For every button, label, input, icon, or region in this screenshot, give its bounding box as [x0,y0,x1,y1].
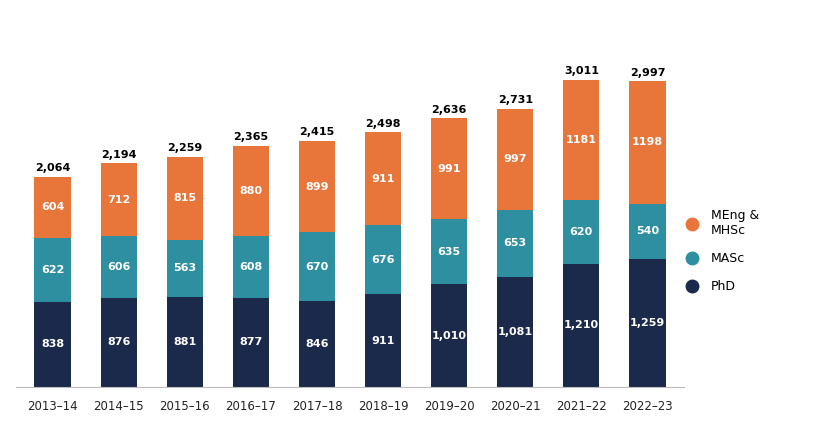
Text: 911: 911 [371,335,395,346]
Bar [365,294,401,387]
Bar [167,297,203,387]
Text: 997: 997 [504,154,527,164]
Text: 880: 880 [239,186,262,196]
Bar [299,301,335,387]
Bar [497,277,533,387]
Bar [34,238,71,301]
Bar [299,232,335,301]
Text: 2,498: 2,498 [365,119,400,129]
Bar [629,203,666,258]
Bar [497,210,533,277]
Text: 653: 653 [504,239,527,249]
Text: 1181: 1181 [566,135,597,145]
Text: 3,011: 3,011 [564,66,599,77]
Bar [233,146,269,236]
Text: 1198: 1198 [632,138,663,147]
Text: 1,081: 1,081 [497,327,533,337]
Text: 2,636: 2,636 [431,104,467,115]
Text: 563: 563 [173,264,196,273]
Text: 1,010: 1,010 [431,331,466,341]
Text: 2,365: 2,365 [234,132,269,142]
Text: 815: 815 [173,193,196,203]
Text: 670: 670 [305,261,329,272]
Text: 540: 540 [636,226,659,236]
Bar [629,81,666,203]
Text: 620: 620 [570,227,593,237]
Text: 606: 606 [107,262,130,272]
Bar [365,225,401,294]
Text: 991: 991 [437,164,461,174]
Bar [101,298,137,387]
Text: 838: 838 [41,339,64,349]
Bar [233,236,269,298]
Text: 846: 846 [305,339,329,349]
Bar [563,264,599,387]
Bar [167,157,203,240]
Bar [365,132,401,225]
Bar [167,240,203,297]
Text: 2,259: 2,259 [167,143,203,153]
Text: 635: 635 [438,247,461,257]
Text: 876: 876 [107,338,130,347]
Bar [299,141,335,232]
Text: 1,259: 1,259 [630,318,665,328]
Text: 676: 676 [371,255,395,264]
Bar [629,258,666,387]
Bar [497,108,533,210]
Text: 1,210: 1,210 [564,320,599,330]
Text: 712: 712 [107,195,130,205]
Bar [563,80,599,200]
Bar [34,301,71,387]
Bar [431,284,467,387]
Bar [34,177,71,238]
Bar [431,219,467,284]
Text: 604: 604 [41,203,64,212]
Bar [101,163,137,236]
Legend: MEng &
MHSc, MASc, PhD: MEng & MHSc, MASc, PhD [675,204,764,298]
Text: 881: 881 [173,337,196,347]
Text: 899: 899 [305,181,329,192]
Bar [101,236,137,298]
Text: 911: 911 [371,174,395,184]
Bar [563,200,599,264]
Bar [233,298,269,387]
Text: 877: 877 [239,337,262,347]
Text: 608: 608 [239,261,262,272]
Text: 2,415: 2,415 [300,127,335,137]
Text: 622: 622 [41,265,64,275]
Text: 2,064: 2,064 [35,163,70,173]
Text: 2,997: 2,997 [630,68,665,78]
Text: 2,731: 2,731 [497,95,533,105]
Bar [431,118,467,219]
Text: 2,194: 2,194 [101,150,137,160]
